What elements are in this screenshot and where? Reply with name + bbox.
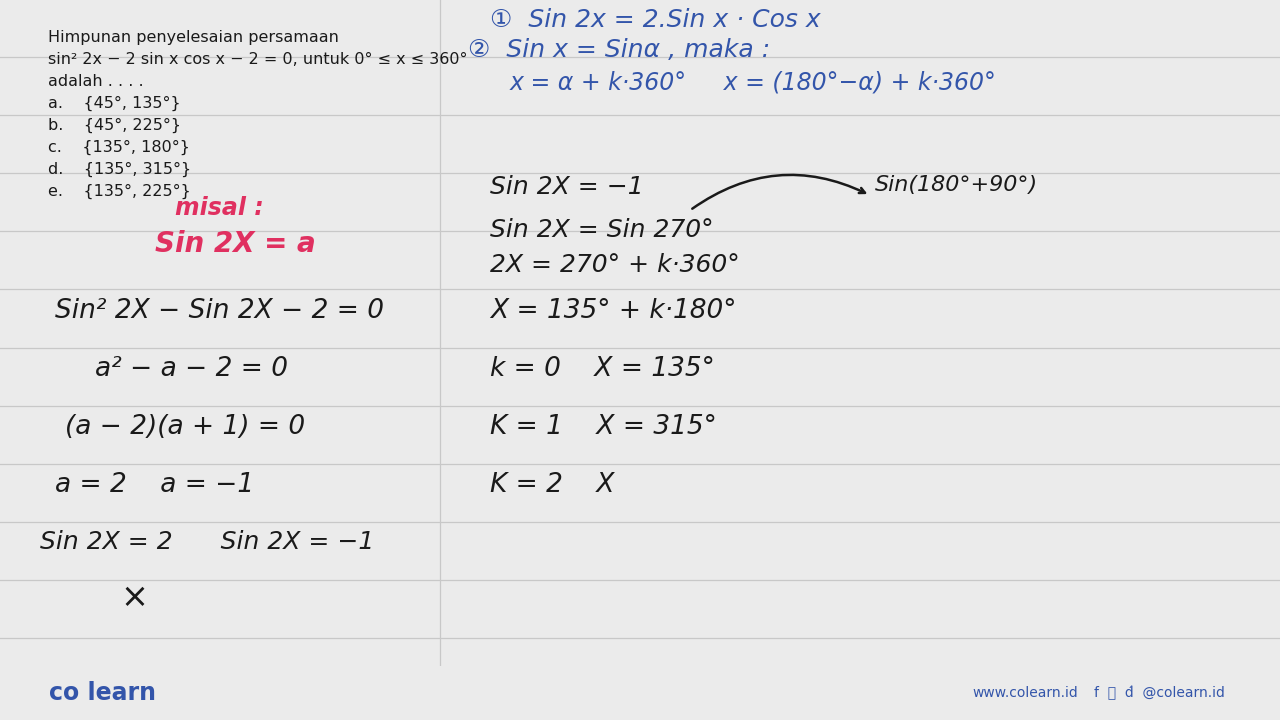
Text: b.    {45°, 225°}: b. {45°, 225°} <box>49 118 180 133</box>
Text: K = 1    X = 315°: K = 1 X = 315° <box>490 413 717 440</box>
Text: X = 135° + k·180°: X = 135° + k·180° <box>490 299 736 325</box>
Text: co learn: co learn <box>49 681 156 705</box>
Text: f  Ⓘ  d́  @colearn.id: f Ⓘ d́ @colearn.id <box>1094 686 1225 700</box>
Text: e.    {135°, 225°}: e. {135°, 225°} <box>49 184 191 199</box>
Text: a = 2    a = −1: a = 2 a = −1 <box>55 472 255 498</box>
Text: Sin² 2X − Sin 2X − 2 = 0: Sin² 2X − Sin 2X − 2 = 0 <box>55 299 384 325</box>
Text: ②  Sin x = Sinα , maka :: ② Sin x = Sinα , maka : <box>468 38 771 62</box>
Text: k = 0    X = 135°: k = 0 X = 135° <box>490 356 714 382</box>
Text: a² − a − 2 = 0: a² − a − 2 = 0 <box>95 356 288 382</box>
Text: Sin 2X = Sin 270°: Sin 2X = Sin 270° <box>490 218 714 243</box>
Text: c.    {135°, 180°}: c. {135°, 180°} <box>49 140 189 156</box>
Text: Sin(180°+90°): Sin(180°+90°) <box>876 175 1038 195</box>
Text: 2X = 270° + k·360°: 2X = 270° + k·360° <box>490 253 740 277</box>
Text: x = α + k·360°     x = (180°−α) + k·360°: x = α + k·360° x = (180°−α) + k·360° <box>509 70 997 94</box>
Text: (a − 2)(a + 1) = 0: (a − 2)(a + 1) = 0 <box>65 413 305 440</box>
Text: Sin 2X = a: Sin 2X = a <box>155 230 316 258</box>
Text: Sin 2X = 2      Sin 2X = −1: Sin 2X = 2 Sin 2X = −1 <box>40 530 374 554</box>
Text: misal :: misal : <box>175 197 264 220</box>
Text: ×: × <box>120 581 148 614</box>
Text: adalah . . . .: adalah . . . . <box>49 74 143 89</box>
Text: Himpunan penyelesaian persamaan: Himpunan penyelesaian persamaan <box>49 30 339 45</box>
Text: ①  Sin 2x = 2.Sin x · Cos x: ① Sin 2x = 2.Sin x · Cos x <box>490 8 820 32</box>
Text: Sin 2X = −1: Sin 2X = −1 <box>490 175 644 199</box>
Text: a.    {45°, 135°}: a. {45°, 135°} <box>49 96 180 112</box>
Text: www.colearn.id: www.colearn.id <box>973 686 1079 700</box>
Text: sin² 2x − 2 sin x cos x − 2 = 0, untuk 0° ≤ x ≤ 360°: sin² 2x − 2 sin x cos x − 2 = 0, untuk 0… <box>49 52 467 67</box>
Text: d.    {135°, 315°}: d. {135°, 315°} <box>49 162 191 177</box>
Text: K = 2    X: K = 2 X <box>490 472 614 498</box>
